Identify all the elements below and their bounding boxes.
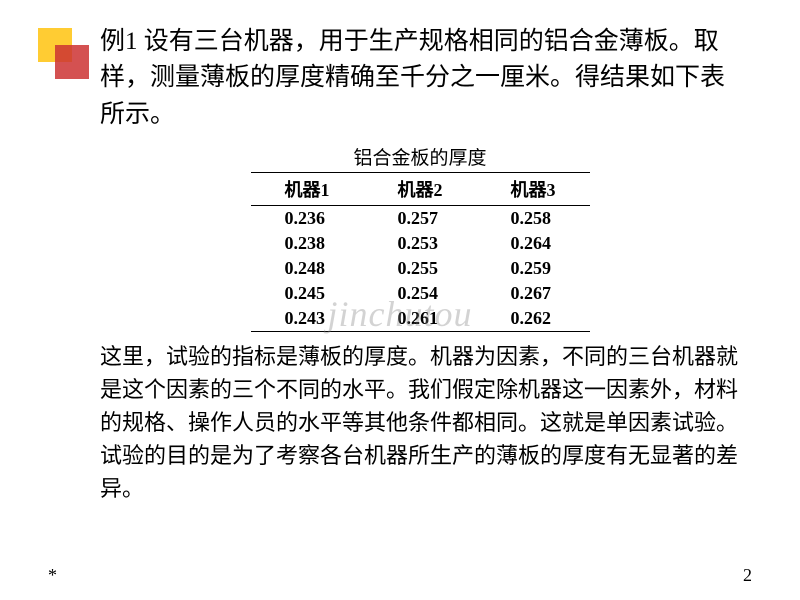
- table-header-row: 机器1 机器2 机器3: [251, 172, 590, 205]
- col-header: 机器3: [477, 172, 590, 205]
- table-cell: 0.253: [364, 231, 477, 256]
- table-cell: 0.257: [364, 205, 477, 231]
- page-number: 2: [743, 565, 752, 586]
- body-paragraph: 这里，试验的指标是薄板的厚度。机器为因素，不同的三台机器就是这个因素的三个不同的…: [100, 340, 740, 505]
- table-row: 0.248 0.255 0.259: [251, 256, 590, 281]
- table-row: 0.236 0.257 0.258: [251, 205, 590, 231]
- table-cell: 0.267: [477, 281, 590, 306]
- table-cell: 0.248: [251, 256, 364, 281]
- table-row: 0.245 0.254 0.267: [251, 281, 590, 306]
- table-cell: 0.261: [364, 306, 477, 332]
- footer: * 2: [48, 565, 752, 586]
- col-header: 机器1: [251, 172, 364, 205]
- table-row: 0.238 0.253 0.264: [251, 231, 590, 256]
- table-caption: 铝合金板的厚度: [100, 143, 740, 170]
- table-cell: 0.236: [251, 205, 364, 231]
- thickness-table: 机器1 机器2 机器3 0.236 0.257 0.258 0.238 0.25…: [251, 172, 590, 332]
- example-title: 例1 设有三台机器，用于生产规格相同的铝合金薄板。取样，测量薄板的厚度精确至千分…: [100, 24, 740, 133]
- table-cell: 0.259: [477, 256, 590, 281]
- table-cell: 0.254: [364, 281, 477, 306]
- table-cell: 0.258: [477, 205, 590, 231]
- table-cell: 0.255: [364, 256, 477, 281]
- table-cell: 0.264: [477, 231, 590, 256]
- table-cell: 0.238: [251, 231, 364, 256]
- table-cell: 0.243: [251, 306, 364, 332]
- deco-red-square: [55, 45, 89, 79]
- table-cell: 0.262: [477, 306, 590, 332]
- col-header: 机器2: [364, 172, 477, 205]
- slide-content: 例1 设有三台机器，用于生产规格相同的铝合金薄板。取样，测量薄板的厚度精确至千分…: [0, 0, 800, 505]
- footer-left: *: [48, 565, 57, 585]
- table-cell: 0.245: [251, 281, 364, 306]
- table-row: 0.243 0.261 0.262: [251, 306, 590, 332]
